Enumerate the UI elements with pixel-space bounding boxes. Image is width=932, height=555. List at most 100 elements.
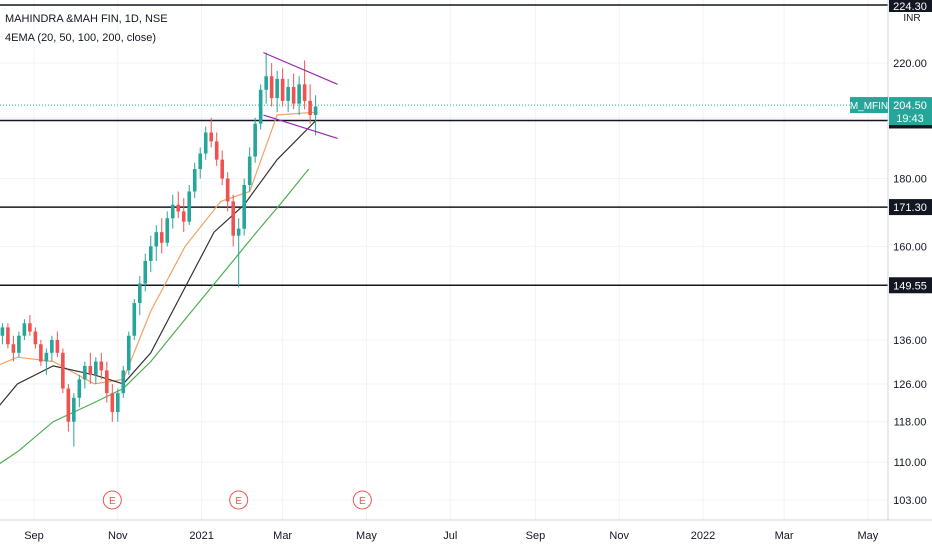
x-tick-label: Mar xyxy=(273,530,292,542)
candle-body xyxy=(77,379,82,398)
candle-body xyxy=(176,204,181,212)
candle-body xyxy=(242,184,246,229)
candle xyxy=(308,84,312,124)
candle xyxy=(94,357,98,384)
candle-body xyxy=(192,169,197,192)
candle xyxy=(159,218,164,254)
candle-body xyxy=(44,352,49,362)
x-tick-label: Sep xyxy=(24,530,44,542)
candle-body xyxy=(220,159,224,179)
candle-body xyxy=(0,327,5,336)
level-badge xyxy=(889,277,932,294)
candle xyxy=(203,126,208,160)
candle xyxy=(17,331,21,358)
x-tick-label: Nov xyxy=(609,530,629,542)
candle-body xyxy=(247,156,252,185)
candle-body xyxy=(225,178,230,202)
candle xyxy=(110,383,115,422)
level-badge xyxy=(889,199,932,216)
level-price-label: 149.55 xyxy=(893,280,927,292)
candle-body xyxy=(313,106,318,116)
candle xyxy=(280,68,285,107)
candle xyxy=(22,319,27,340)
candle xyxy=(181,198,186,233)
candle xyxy=(132,299,137,340)
candle-body xyxy=(154,232,159,247)
candle-body xyxy=(308,100,312,116)
candle-body xyxy=(269,76,274,99)
candle-body xyxy=(17,335,21,353)
candle xyxy=(264,52,268,104)
candle-body xyxy=(11,344,16,353)
candle xyxy=(83,361,87,389)
x-tick-label: Nov xyxy=(108,530,128,542)
candle-body xyxy=(209,132,214,142)
candle-body xyxy=(214,141,219,160)
candle-body xyxy=(170,204,175,219)
candle-body xyxy=(297,84,301,104)
earnings-label: E xyxy=(359,496,366,507)
candle-body xyxy=(72,397,76,422)
candle-body xyxy=(126,335,131,371)
candle xyxy=(55,331,60,358)
candle-body xyxy=(291,87,296,104)
last-price-label: 204.50 xyxy=(893,100,927,112)
candle xyxy=(143,253,148,292)
candle-body xyxy=(50,339,54,353)
candle xyxy=(33,327,38,349)
candle xyxy=(72,393,76,447)
candle-body xyxy=(203,132,208,154)
candle-body xyxy=(181,211,186,222)
candle xyxy=(253,117,257,163)
earnings-circle xyxy=(102,490,122,510)
candle xyxy=(286,78,290,113)
ema-line xyxy=(0,120,317,406)
candle-body xyxy=(302,84,307,101)
candle-body xyxy=(165,218,170,243)
candle xyxy=(50,335,54,362)
earnings-marker: E xyxy=(102,490,122,510)
candle-body xyxy=(99,361,104,371)
y-tick-label: 136.00 xyxy=(893,335,927,347)
earnings-circle xyxy=(229,490,249,510)
x-tick-label: Jul xyxy=(443,530,457,542)
channel-upper-line xyxy=(263,52,338,85)
candle xyxy=(39,339,43,366)
candle-body xyxy=(148,246,153,261)
candle xyxy=(88,352,93,384)
candle xyxy=(198,147,203,179)
candle xyxy=(126,331,131,375)
candle-body xyxy=(110,393,115,413)
candle-body xyxy=(33,331,38,345)
candle-body xyxy=(275,78,279,99)
candle-body xyxy=(28,323,32,332)
x-tick-label: May xyxy=(857,530,878,542)
x-tick-label: Mar xyxy=(775,530,794,542)
candle xyxy=(44,348,49,375)
candle xyxy=(61,348,65,394)
last-price-badge xyxy=(889,97,932,126)
candle-body xyxy=(83,365,87,380)
y-tick-label: 118.00 xyxy=(894,417,927,429)
candle xyxy=(214,132,219,166)
indicator-label: 4EMA (20, 50, 100, 200, close) xyxy=(5,32,157,44)
y-tick-label: 110.00 xyxy=(894,457,927,469)
top-price-label: 224.30 xyxy=(893,1,927,13)
candle xyxy=(192,162,197,199)
y-tick-label: 220.00 xyxy=(893,58,927,70)
y-tick-label: 160.00 xyxy=(893,241,927,253)
candle-body xyxy=(39,344,43,362)
currency-label: INR xyxy=(903,13,920,24)
candle xyxy=(269,63,274,107)
candle xyxy=(77,374,82,408)
candle xyxy=(209,117,214,148)
candle-body xyxy=(264,76,268,90)
earnings-marker: E xyxy=(229,490,249,510)
candle xyxy=(105,361,109,403)
candle xyxy=(154,225,159,261)
candle-body xyxy=(159,232,164,243)
candle-body xyxy=(121,370,126,394)
candle xyxy=(0,323,5,345)
